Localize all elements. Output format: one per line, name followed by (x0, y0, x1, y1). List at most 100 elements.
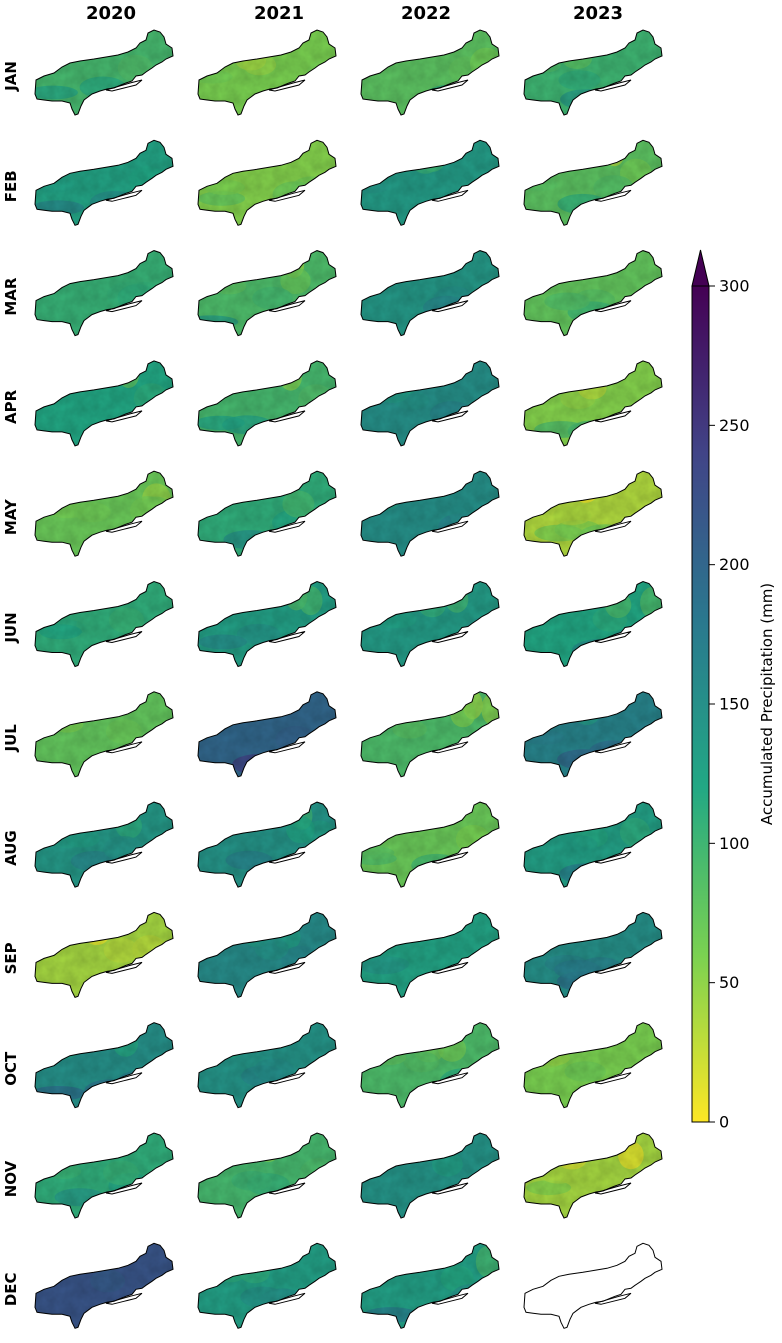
month-label-mar: MAR (2, 277, 20, 316)
long-island-icon (268, 410, 306, 423)
long-island-icon (431, 189, 469, 202)
long-island-icon (594, 1292, 632, 1305)
map-panel-2020-aug (34, 801, 174, 888)
map-panel-2022-dec (360, 1242, 500, 1329)
precip-patch (462, 953, 499, 985)
precip-patch (268, 530, 324, 557)
long-island-icon (594, 631, 632, 644)
map-panel-2022-jul (360, 691, 500, 778)
precip-patch (230, 484, 256, 503)
precip-patch (136, 1288, 173, 1320)
long-island-icon (594, 741, 632, 754)
map-panel-2021-feb (197, 139, 337, 226)
long-island-icon (594, 1182, 632, 1195)
colorbar-tick-label: 150 (719, 695, 750, 714)
map-panel-2021-aug (197, 801, 337, 888)
map-panel-2021-dec (197, 1242, 337, 1329)
map-panel-2023-jan (523, 29, 663, 116)
map-panel-2022-jan (360, 29, 500, 116)
precip-patch (625, 1068, 662, 1100)
map-panel-2020-may (34, 470, 174, 557)
map-panel-2023-oct (523, 1022, 663, 1109)
long-island-icon (105, 741, 143, 754)
long-island-icon (268, 961, 306, 974)
long-island-icon (105, 189, 143, 202)
map-panel-2022-jun (360, 581, 500, 667)
precip-patch (455, 303, 499, 334)
long-island-icon (431, 79, 469, 92)
precip-patch (619, 969, 662, 998)
map-panel-2020-oct (34, 1022, 174, 1109)
year-label-2021: 2021 (254, 3, 304, 24)
map-panel-2021-jun (197, 581, 337, 667)
map-panel-2021-mar (197, 250, 337, 337)
map-panel-2023-feb (523, 139, 663, 226)
map-panel-2022-mar (360, 250, 500, 337)
long-island-icon (105, 520, 143, 533)
colorbar-tick-label: 300 (719, 277, 750, 296)
month-label-oct: OCT (2, 1051, 20, 1086)
precip-patch (119, 84, 173, 113)
map-panel-2022-may (360, 470, 500, 557)
long-island-icon (431, 1292, 469, 1305)
long-island-icon (594, 520, 632, 533)
precip-patch (395, 1140, 418, 1159)
map-panel-2020-feb (34, 139, 174, 226)
long-island-icon (594, 1072, 632, 1085)
precip-patch (526, 42, 550, 56)
map-panel-2022-sep (360, 911, 500, 998)
map-panel-2023-dec (523, 1242, 663, 1329)
map-panel-2020-jun (34, 581, 174, 667)
long-island-icon (105, 1072, 143, 1085)
map-panel-2020-mar (34, 250, 174, 337)
month-label-aug: AUG (2, 830, 20, 866)
long-island-icon (594, 961, 632, 974)
map-panel-2021-jul (197, 691, 337, 778)
colorbar-tick-label: 200 (719, 555, 750, 574)
long-island-icon (268, 741, 306, 754)
long-island-icon (431, 631, 469, 644)
colorbar-gradient (691, 285, 710, 1123)
precip-patch (401, 1141, 424, 1161)
map-panel-2021-may (197, 470, 337, 557)
precip-patch (361, 926, 384, 939)
colorbar-extend-arrow (691, 249, 710, 287)
long-island-icon (268, 79, 306, 92)
map-panel-2022-nov (360, 1132, 500, 1219)
map-panel-2021-jan (197, 29, 337, 116)
map-panel-2023-may (523, 470, 663, 557)
month-label-feb: FEB (2, 170, 20, 202)
long-island-icon (105, 631, 143, 644)
year-labels: 2020 2021 2022 2023 (86, 3, 623, 24)
map-panels (34, 29, 663, 1329)
long-island-icon (268, 631, 306, 644)
long-island-icon (594, 410, 632, 423)
map-panel-2022-oct (360, 1022, 500, 1109)
precip-patch (273, 638, 329, 666)
long-island-icon (268, 520, 306, 533)
map-panel-2022-feb (360, 139, 500, 226)
precip-patch (139, 1289, 173, 1321)
map-panel-2022-apr (360, 360, 500, 447)
long-island-icon (594, 79, 632, 92)
month-label-apr: APR (2, 389, 20, 424)
precip-patch (238, 36, 261, 56)
precip-patch (53, 702, 77, 719)
precip-patch (530, 267, 558, 282)
long-island-icon (431, 851, 469, 864)
year-label-2020: 2020 (86, 3, 136, 24)
month-label-jun: JUN (2, 612, 20, 643)
long-island-icon (268, 300, 306, 313)
colorbar-ticks: 0 50 100 150 200 250 300 (709, 277, 750, 1132)
year-label-2023: 2023 (573, 3, 623, 24)
precip-patch (35, 379, 62, 393)
colorbar-tick-label: 250 (719, 416, 750, 435)
precip-patch (274, 860, 330, 888)
map-panel-2023-jun (523, 581, 663, 667)
map-panel-2023-mar (523, 250, 663, 337)
precip-patch (57, 917, 78, 934)
month-label-sep: SEP (2, 942, 20, 974)
long-island-icon (105, 851, 143, 864)
long-island-icon (431, 1182, 469, 1195)
